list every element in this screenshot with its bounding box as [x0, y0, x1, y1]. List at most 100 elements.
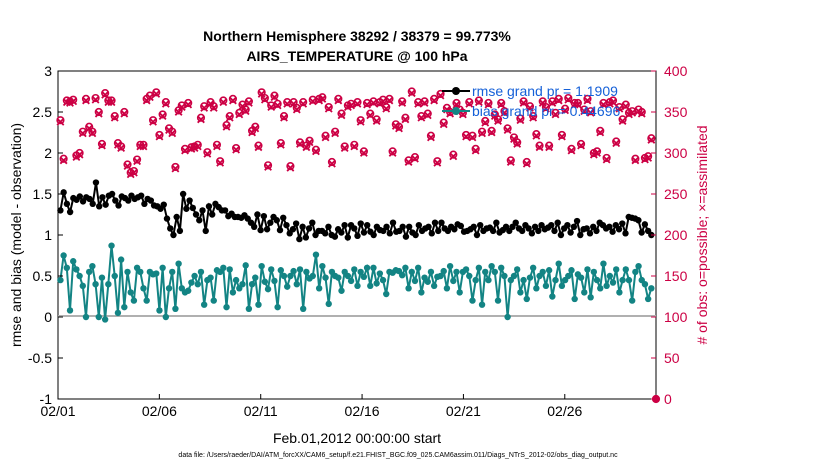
- obs-assimilated-point: [631, 156, 640, 165]
- obs-possible-point: [506, 156, 515, 165]
- bias-point: [344, 272, 352, 280]
- bias-point: [210, 297, 217, 304]
- rmse-point: [115, 202, 122, 209]
- bias-point: [232, 276, 240, 284]
- bias-point: [478, 301, 486, 308]
- y-right-tick-label: 100: [664, 309, 688, 325]
- bias-point: [370, 264, 377, 271]
- obs-assimilated-point: [395, 124, 403, 133]
- obs-possible-point: [350, 140, 359, 149]
- bias-point: [315, 285, 323, 292]
- obs-assimilated-point: [260, 95, 269, 104]
- obs-assimilated-point: [545, 143, 554, 152]
- obs-assimilated-point: [411, 154, 419, 163]
- obs-possible-point: [56, 116, 65, 125]
- obs-assimilated-point: [593, 149, 601, 157]
- bias-point: [191, 272, 198, 280]
- rmse-point: [619, 220, 626, 227]
- obs-possible-point: [276, 139, 285, 148]
- bias-point: [274, 303, 281, 311]
- obs-assimilated-point: [235, 110, 244, 119]
- bias-point: [542, 282, 550, 290]
- bias-point: [555, 260, 562, 267]
- obs-possible-point: [404, 156, 413, 165]
- obs-assimilated-point: [296, 140, 304, 148]
- bias-point: [510, 272, 518, 280]
- obs-possible-point: [398, 97, 407, 106]
- obs-assimilated-point: [158, 112, 167, 121]
- obs-possible-point: [168, 127, 177, 136]
- obs-possible-point: [631, 154, 640, 163]
- obs-assimilated-point: [200, 103, 209, 112]
- rmse-point: [179, 190, 187, 198]
- obs-possible-point: [583, 94, 592, 103]
- obs-assimilated-point: [197, 115, 205, 124]
- obs-assimilated-point: [318, 94, 327, 103]
- obs-assimilated-point: [254, 143, 263, 152]
- rmse-point: [415, 221, 423, 229]
- obs-possible-point: [359, 147, 368, 156]
- rmse-point: [95, 203, 103, 210]
- bias-point: [430, 282, 438, 290]
- obs-possible-point: [433, 157, 442, 166]
- rmse-point: [302, 234, 310, 241]
- obs-possible-point: [545, 141, 554, 150]
- y-tick-label: -0.5: [28, 350, 52, 366]
- obs-assimilated-point: [487, 128, 496, 137]
- obs-assimilated-point: [404, 158, 413, 166]
- rmse-point: [280, 214, 287, 221]
- bias-point: [184, 287, 192, 294]
- obs-assimilated-point: [494, 117, 502, 125]
- obs-assimilated-point: [458, 110, 467, 119]
- bias-point: [593, 276, 601, 284]
- obs-assimilated-point: [430, 96, 439, 105]
- rmse-point: [173, 213, 180, 221]
- bias-point: [226, 266, 233, 273]
- obs-possible-point: [203, 148, 212, 157]
- bias-point: [127, 289, 134, 296]
- bias-point: [319, 262, 326, 270]
- bias-point: [600, 260, 607, 267]
- rmse-point: [102, 201, 109, 208]
- obs-assimilated-point: [152, 90, 161, 98]
- obs-possible-point: [209, 102, 218, 111]
- obs-possible-point: [503, 124, 512, 133]
- obs-possible-point: [592, 147, 602, 156]
- obs-assimilated-point: [532, 131, 541, 140]
- rmse-point: [551, 227, 558, 235]
- obs-assimilated-point: [363, 100, 372, 109]
- obs-possible-point: [532, 130, 541, 139]
- obs-assimilated-point: [644, 153, 653, 162]
- obs-assimilated-point: [120, 109, 129, 118]
- rmse-point: [137, 192, 145, 199]
- bias-point: [175, 260, 182, 267]
- obs-possible-point: [184, 98, 193, 108]
- obs-possible-point: [388, 147, 397, 156]
- obs-possible-point: [477, 127, 487, 136]
- rmse-point: [341, 221, 348, 229]
- bias-point: [456, 289, 463, 296]
- obs-assimilated-point: [586, 108, 595, 117]
- obs-assimilated-point: [78, 129, 87, 138]
- rmse-point: [296, 235, 303, 243]
- rmse-point: [325, 223, 332, 230]
- rmse-point: [512, 219, 519, 226]
- obs-assimilated-point: [283, 99, 292, 108]
- obs-assimilated-point: [468, 133, 477, 142]
- bias-point: [383, 290, 390, 298]
- chart-title: Northern Hemisphere 38292 / 38379 = 99.7…: [203, 28, 511, 44]
- bias-point: [92, 281, 99, 288]
- obs-assimilated-point: [302, 143, 311, 152]
- rmse-point: [641, 221, 649, 228]
- obs-possible-point: [401, 113, 410, 122]
- obs-possible-point: [219, 96, 228, 105]
- obs-assimilated-point: [238, 102, 247, 111]
- obs-assimilated-point: [401, 115, 410, 124]
- obs-assimilated-point: [618, 117, 627, 125]
- obs-possible-point: [59, 154, 68, 163]
- obs-possible-point: [228, 94, 238, 103]
- bias-point: [312, 251, 320, 258]
- obs-assimilated-point: [465, 99, 474, 108]
- obs-assimilated-point: [88, 129, 97, 138]
- bias-point: [539, 268, 546, 276]
